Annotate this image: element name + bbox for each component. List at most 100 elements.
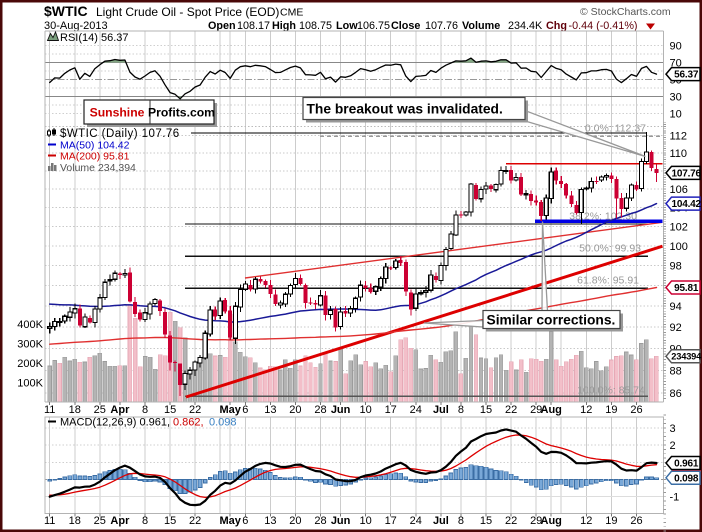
svg-text:$WTIC (Daily) 107.76: $WTIC (Daily) 107.76	[60, 128, 180, 140]
svg-text:200K: 200K	[17, 358, 43, 370]
svg-text:Jun: Jun	[331, 404, 351, 416]
svg-text:6: 6	[242, 404, 248, 416]
svg-text:88: 88	[670, 365, 682, 377]
svg-text:17: 17	[385, 515, 397, 527]
svg-text:15: 15	[480, 515, 492, 527]
svg-text:10: 10	[359, 515, 371, 527]
svg-text:Aug: Aug	[541, 404, 562, 416]
svg-text:300K: 300K	[17, 339, 43, 351]
svg-text:28: 28	[314, 404, 326, 416]
svg-text:May: May	[219, 404, 241, 416]
svg-text:29: 29	[530, 515, 542, 527]
svg-text:25: 25	[94, 404, 106, 416]
svg-text:0.961: 0.961	[674, 459, 699, 470]
svg-text:0.098: 0.098	[209, 417, 237, 429]
svg-text:Similar corrections.: Similar corrections.	[487, 313, 616, 328]
svg-text:8: 8	[458, 515, 464, 527]
svg-text:Apr: Apr	[110, 515, 130, 527]
svg-text:Sunshine: Sunshine	[90, 106, 145, 120]
svg-text:15: 15	[164, 515, 176, 527]
svg-text:28: 28	[314, 515, 326, 527]
svg-text:19: 19	[605, 404, 617, 416]
svg-text:110: 110	[670, 148, 688, 160]
svg-text:22: 22	[505, 404, 517, 416]
svg-text:61.8%: 95.91: 61.8%: 95.91	[577, 275, 639, 287]
svg-text:18: 18	[69, 515, 81, 527]
svg-text:Jul: Jul	[433, 515, 449, 527]
svg-text:The breakout was invalidated.: The breakout was invalidated.	[307, 102, 503, 117]
svg-text:MA(200) 95.81: MA(200) 95.81	[60, 151, 130, 163]
svg-text:13: 13	[264, 404, 276, 416]
svg-text:Jul: Jul	[433, 404, 449, 416]
svg-text:MA(50) 104.42: MA(50) 104.42	[60, 140, 130, 152]
svg-text:56.37: 56.37	[674, 70, 699, 81]
svg-text:MACD(12,26,9) 0.961,: MACD(12,26,9) 0.961,	[60, 417, 170, 429]
svg-text:10: 10	[359, 404, 371, 416]
svg-text:22: 22	[505, 515, 517, 527]
svg-text:86: 86	[670, 388, 682, 400]
svg-text:104.42: 104.42	[672, 199, 702, 210]
svg-text:17: 17	[385, 404, 397, 416]
svg-text:8: 8	[142, 515, 148, 527]
svg-text:92: 92	[670, 322, 682, 334]
svg-text:15: 15	[480, 404, 492, 416]
svg-text:13: 13	[264, 515, 276, 527]
svg-text:400K: 400K	[17, 319, 43, 331]
svg-text:26: 26	[630, 404, 642, 416]
svg-text:108.17: 108.17	[237, 20, 270, 32]
svg-text:High: High	[272, 20, 296, 32]
svg-text:Low: Low	[336, 20, 358, 32]
svg-text:102: 102	[670, 222, 688, 234]
svg-text:98: 98	[670, 261, 682, 273]
svg-text:2: 2	[670, 440, 676, 452]
svg-text:70: 70	[670, 58, 682, 70]
svg-text:CME: CME	[280, 7, 303, 19]
svg-text:Aug: Aug	[541, 515, 562, 527]
svg-text:Open: Open	[208, 20, 236, 32]
svg-text:RSI(14) 56.37: RSI(14) 56.37	[60, 32, 128, 44]
svg-text:22: 22	[189, 515, 201, 527]
svg-text:26: 26	[630, 515, 642, 527]
svg-text:24: 24	[410, 404, 422, 416]
svg-text:Volume: Volume	[462, 20, 500, 32]
svg-text:94: 94	[670, 301, 682, 313]
svg-text:234394: 234394	[671, 352, 702, 362]
svg-text:Volume 234,394: Volume 234,394	[60, 162, 136, 174]
svg-text:12: 12	[580, 404, 592, 416]
svg-text:8: 8	[142, 404, 148, 416]
svg-text:6: 6	[242, 515, 248, 527]
svg-text:-0.44 (-0.41%): -0.44 (-0.41%)	[569, 20, 638, 32]
svg-text:20: 20	[289, 404, 301, 416]
svg-text:Profits.com: Profits.com	[148, 106, 215, 120]
svg-text:22: 22	[189, 404, 201, 416]
svg-text:29: 29	[530, 404, 542, 416]
svg-text:Chg: Chg	[546, 20, 567, 32]
svg-text:0.0%: 112.37: 0.0%: 112.37	[585, 123, 646, 135]
svg-text:25: 25	[94, 515, 106, 527]
svg-text:May: May	[219, 515, 241, 527]
svg-text:95.81: 95.81	[674, 283, 699, 294]
svg-text:234.4K: 234.4K	[508, 20, 543, 32]
svg-text:Light Crude Oil - Spot Price (: Light Crude Oil - Spot Price (EOD)	[96, 5, 279, 19]
svg-text:107.76: 107.76	[425, 20, 458, 32]
svg-text:Apr: Apr	[110, 404, 130, 416]
svg-text:Jun: Jun	[331, 515, 351, 527]
svg-text:Close: Close	[391, 20, 420, 32]
svg-text:3: 3	[670, 423, 676, 435]
svg-text:20: 20	[289, 515, 301, 527]
svg-text:0.098: 0.098	[674, 473, 699, 484]
svg-text:108.75: 108.75	[299, 20, 332, 32]
svg-text:19: 19	[605, 515, 617, 527]
svg-text:100K: 100K	[17, 378, 43, 390]
svg-text:8: 8	[458, 404, 464, 416]
svg-text:0.862,: 0.862,	[173, 417, 204, 429]
svg-text:$WTIC: $WTIC	[44, 3, 88, 19]
svg-text:112: 112	[670, 130, 688, 142]
svg-text:30-Aug-2013: 30-Aug-2013	[44, 20, 108, 32]
svg-text:© StockCharts.com: © StockCharts.com	[580, 6, 671, 18]
svg-text:24: 24	[410, 515, 422, 527]
svg-text:-1: -1	[670, 492, 680, 504]
svg-text:90: 90	[670, 41, 682, 53]
svg-text:18: 18	[69, 404, 81, 416]
svg-text:12: 12	[580, 515, 592, 527]
